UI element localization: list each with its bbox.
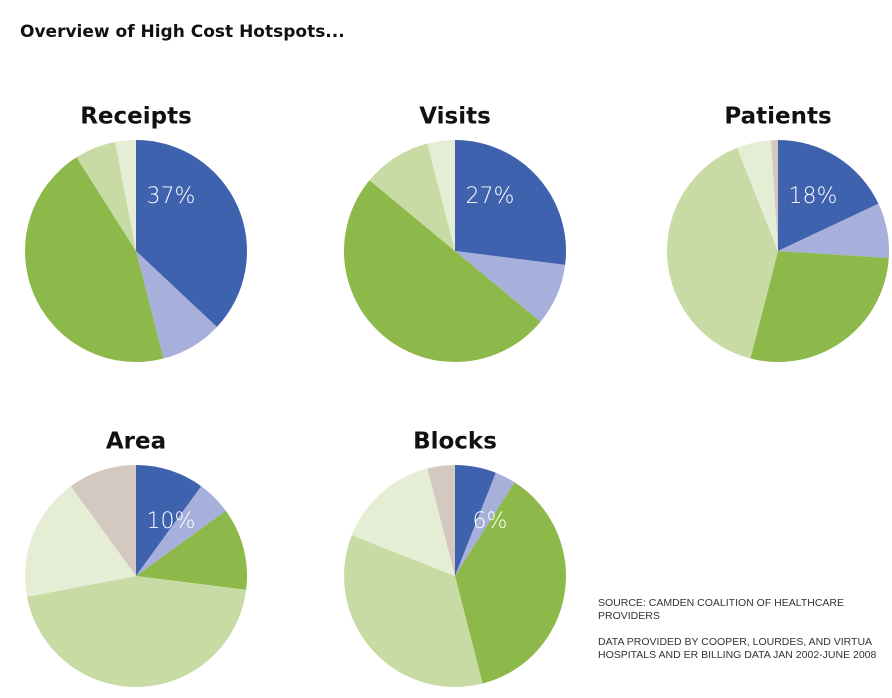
pie-title: Patients: [724, 104, 831, 130]
pie-slice: [136, 486, 226, 576]
pie-slice: [737, 140, 778, 251]
pie-slice: [344, 535, 483, 688]
pie-slice: [115, 140, 136, 251]
pie-slice: [26, 576, 247, 687]
pie-slice: [778, 203, 889, 258]
pie-slice: [667, 147, 778, 359]
slice-label: 10%: [147, 509, 196, 534]
slice-label: 27%: [466, 184, 515, 209]
pie-slice: [455, 465, 496, 576]
pie-slice: [369, 143, 455, 251]
pie-slice: [455, 140, 566, 265]
source-line: SOURCE: CAMDEN COALITION OF HEALTHCARE P…: [598, 597, 845, 622]
slice-label: 18%: [789, 184, 838, 209]
source-line: DATA PROVIDED BY COOPER, LOURDES, AND VI…: [598, 636, 877, 661]
pie-slice: [70, 465, 136, 576]
pie-slice: [76, 141, 136, 251]
source-note: SOURCE: CAMDEN COALITION OF HEALTHCARE P…: [598, 597, 890, 675]
pie-slice: [24, 486, 137, 597]
pie-slice: [136, 251, 217, 359]
pie-title: Receipts: [80, 104, 192, 130]
pie-slice: [136, 465, 202, 576]
pie-slice: [455, 482, 566, 684]
pie-slice: [344, 180, 541, 363]
pie-slice: [750, 251, 889, 362]
pie-slice: [427, 465, 455, 576]
pie-slice: [351, 468, 455, 576]
pie-slice: [771, 140, 778, 251]
pie-slice: [136, 510, 247, 590]
pie-slice: [778, 140, 879, 251]
pie-slice: [136, 140, 248, 327]
pie-slice: [455, 472, 515, 576]
pie-title: Visits: [419, 104, 491, 130]
pie-slice: [455, 251, 566, 322]
page-title: Overview of High Cost Hotspots...: [20, 22, 345, 42]
pie-title: Area: [106, 429, 166, 455]
pie-slice: [427, 140, 455, 251]
slice-label: 6%: [473, 509, 508, 534]
slice-label: 37%: [147, 184, 196, 209]
pie-slice: [24, 157, 164, 362]
pie-title: Blocks: [413, 429, 497, 455]
